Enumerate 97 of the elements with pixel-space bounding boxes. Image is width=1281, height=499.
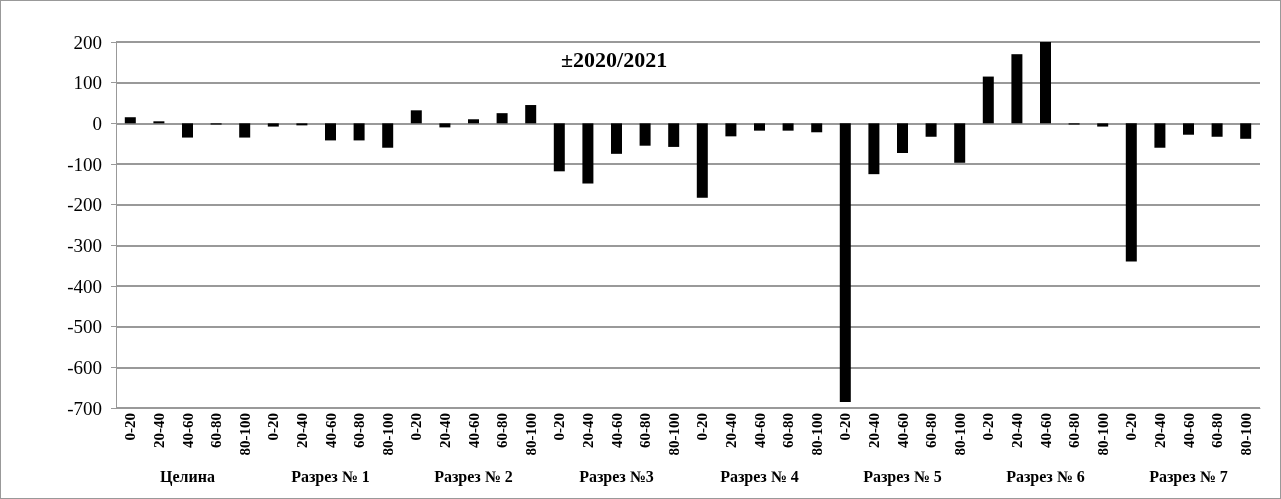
x-tick-label: 80-100 [522,413,539,456]
bar [782,123,794,131]
x-tick-label: 60-80 [208,413,225,448]
bar [582,123,594,184]
bar [1240,123,1252,139]
text: Разрез №3 [579,467,654,486]
y-tick-label: -400 [67,275,102,297]
bar [925,123,937,137]
x-tick-label: 20-40 [865,413,882,448]
x-tick-label: 40-60 [1037,413,1054,448]
bar [468,119,479,124]
bar [1183,123,1194,135]
text: Разрез № 5 [863,467,942,486]
bar [811,123,823,133]
bar [553,123,565,172]
x-tick-label: 0-20 [837,413,854,441]
bar [496,113,508,124]
x-tick-label: 40-60 [179,413,196,448]
x-tick-label: 60-80 [923,413,940,448]
y-tick-label: 100 [73,72,102,94]
x-tick-label: 40-60 [751,413,768,448]
bar [754,123,765,131]
y-tick-label: -500 [67,316,102,338]
bar [296,123,308,126]
x-tick-label: 20-40 [1008,413,1025,448]
bar [1097,123,1109,127]
bar [982,76,994,124]
y-tick-label: -700 [67,397,102,419]
bar [839,123,851,402]
x-tick-label: 0-20 [122,413,139,441]
y-tick-label: -300 [67,234,102,256]
bar [525,105,537,124]
x-tick-label: 20-40 [579,413,596,448]
text: Целина [160,467,215,486]
x-tick-label: 40-60 [1180,413,1197,448]
bar [639,123,651,146]
x-tick-label: 20-40 [722,413,739,448]
bar [353,123,365,141]
x-tick-label: 80-100 [665,413,682,456]
x-tick-label: 0-20 [551,413,568,441]
x-tick-label: 0-20 [1123,413,1140,441]
x-tick-label: 80-100 [1094,413,1111,456]
bar [897,123,908,154]
x-tick-label: 40-60 [608,413,625,448]
bar [611,123,622,154]
text: Разрез № 7 [1149,467,1228,486]
bar [696,123,708,198]
bar [868,123,880,175]
x-tick-label: 20-40 [1151,413,1168,448]
x-tick-label: 0-20 [694,413,711,441]
x-tick-label: 0-20 [265,413,282,441]
bar [153,121,165,124]
x-tick-label: 80-100 [808,413,825,456]
x-tick-label: 80-100 [379,413,396,456]
text: Разрез № 6 [1006,467,1085,486]
x-tick-label: 80-100 [1237,413,1254,456]
bar [439,123,451,128]
x-tick-label: 80-100 [236,413,253,456]
bar [1125,123,1137,262]
y-tick-label: 0 [92,112,102,134]
y-tick-label: 200 [73,31,102,53]
bar [182,123,193,138]
x-tick-label: 40-60 [465,413,482,448]
x-tick-label: 60-80 [1209,413,1226,448]
bar [124,117,136,124]
bar [1011,54,1023,124]
y-tick-label: -600 [67,356,102,378]
bar [239,123,251,138]
bar [1211,123,1223,137]
bar [325,123,336,141]
x-tick-label: 20-40 [150,413,167,448]
y-tick-label: -200 [67,194,102,216]
bar [1154,123,1166,148]
x-tick-label: 80-100 [951,413,968,456]
x-tick-label: 40-60 [894,413,911,448]
x-tick-label: 60-80 [1066,413,1083,448]
x-tick-label: 60-80 [637,413,654,448]
bar [267,123,279,127]
x-tick-label: 40-60 [322,413,339,448]
x-tick-label: 20-40 [293,413,310,448]
text: Разрез № 1 [291,467,370,486]
bar [668,123,680,147]
x-tick-label: 0-20 [408,413,425,441]
x-tick-label: 60-80 [351,413,368,448]
x-tick-label: 20-40 [436,413,453,448]
y-tick-label: -100 [67,153,102,175]
bar [954,123,966,163]
text: Разрез № 2 [434,467,513,486]
x-tick-label: 60-80 [494,413,511,448]
x-tick-label: 60-80 [780,413,797,448]
bar [410,110,422,124]
text: Разрез № 4 [720,467,799,486]
bar [1040,42,1051,124]
bar [725,123,737,137]
bar [382,123,394,148]
x-tick-label: 0-20 [980,413,997,441]
chart-title: ±2020/2021 [561,46,668,72]
